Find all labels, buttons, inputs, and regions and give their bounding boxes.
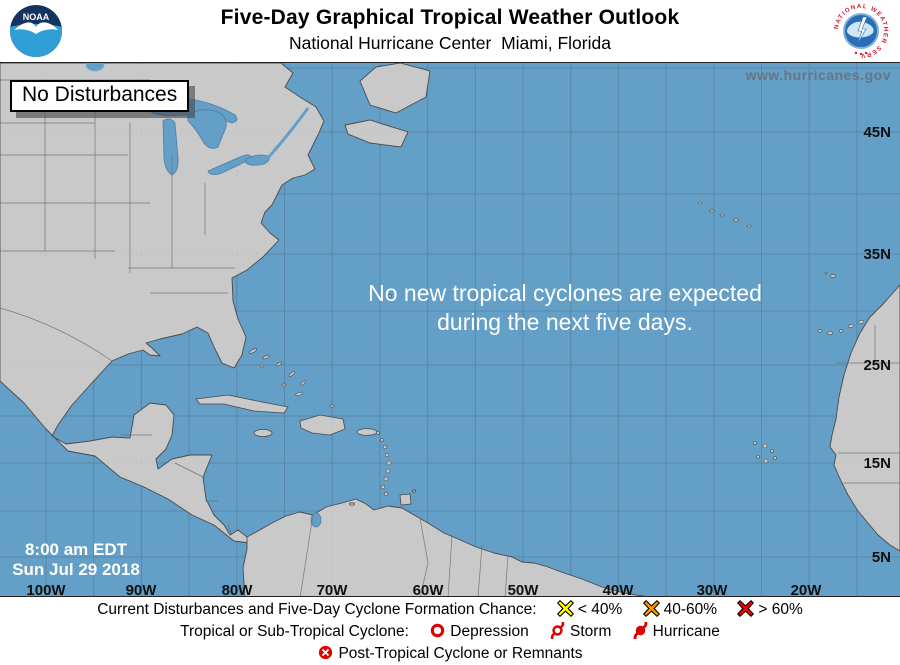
lon-label-60w: 60W [412,582,444,597]
legend-item-medium-chance: 40-60% [642,599,718,621]
legend-row-post-tropical: Post-Tropical Cyclone or Remnants [0,643,900,665]
storm-icon [550,621,565,640]
page-subtitle: National Hurricane Center Miami, Florida [289,33,611,53]
noaa-logo-icon: NOAA [10,5,62,57]
storm-label: Storm [570,623,612,640]
lat-label-35n: 35N [863,246,891,263]
lesser-antilles-islands [376,431,392,497]
atlantic-islands [388,201,865,464]
land-africa [829,284,900,552]
legend-item-low-chance: < 40% [556,599,623,621]
formation-chance-label: Current Disturbances and Five-Day Cyclon… [97,601,537,618]
hurricane-label: Hurricane [652,623,720,640]
medium-chance-label: 40-60% [663,601,718,618]
nws-logo-icon: NATIONAL WEATHER SERVICE [829,0,888,59]
legend-item-storm: Storm [549,621,611,643]
lon-label-90w: 90W [125,582,157,597]
lon-label-40w: 40W [602,582,634,597]
hurricane-icon [633,621,648,640]
post-tropical-label: Post-Tropical Cyclone or Remnants [338,645,583,662]
legend-item-hurricane: Hurricane [632,621,720,643]
outlook-message-line2: during the next five days. [437,309,693,335]
lon-label-30w: 30W [696,582,728,597]
lat-label-45n: 45N [863,124,891,141]
issuance-date: Sun Jul 29 2018 [12,560,140,579]
issuance-timestamp: 8:00 am EDT Sun Jul 29 2018 [8,540,144,580]
legend-item-high-chance: > 60% [737,599,803,621]
outlook-message-line1: No new tropical cyclones are expected [368,280,762,306]
basemap-svg [0,63,900,596]
outlook-message: No new tropical cyclones are expected du… [305,279,825,337]
legend-row-cyclone-types: Tropical or Sub-Tropical Cyclone: Depres… [0,621,900,643]
nws-logo[interactable]: NATIONAL WEATHER SERVICE [829,0,890,65]
bahamas-islands [249,348,335,408]
post-tropical-icon [319,645,333,660]
lon-label-70w: 70W [316,582,348,597]
noaa-logo[interactable]: NOAA [8,3,64,64]
lon-label-80w: 80W [221,582,253,597]
lat-label-5n: 5N [871,549,891,566]
legend-row-formation-chance: Current Disturbances and Five-Day Cyclon… [0,599,900,621]
x-mark-yellow-icon [556,599,574,618]
great-lakes [85,63,322,528]
depression-icon [431,623,445,638]
svg-text:NOAA: NOAA [23,12,50,22]
watermark-link[interactable]: www.hurricanes.gov [745,67,891,83]
x-mark-orange-icon [642,599,660,618]
legend: Current Disturbances and Five-Day Cyclon… [0,597,900,665]
lon-label-50w: 50W [507,582,539,597]
legend-item-depression: Depression [429,621,529,643]
issuance-time: 8:00 am EDT [24,540,128,559]
status-box: No Disturbances [10,80,190,112]
lon-label-100w: 100W [26,582,66,597]
low-chance-label: < 40% [577,601,623,618]
atlantic-outlook-map: No Disturbances www.hurricanes.gov No ne… [0,62,900,597]
depression-label: Depression [450,623,529,640]
page-title: Five-Day Graphical Tropical Weather Outl… [220,6,680,29]
x-mark-red-icon [737,599,755,618]
header: NOAA Five-Day Graphical Tropical Weather… [0,0,900,62]
high-chance-label: > 60% [758,601,803,618]
cyclone-types-label: Tropical or Sub-Tropical Cyclone: [180,623,409,640]
land-canada-maritimes [344,63,431,148]
lat-label-25n: 25N [863,357,891,374]
lon-label-20w: 20W [790,582,822,597]
lat-label-15n: 15N [863,455,891,472]
